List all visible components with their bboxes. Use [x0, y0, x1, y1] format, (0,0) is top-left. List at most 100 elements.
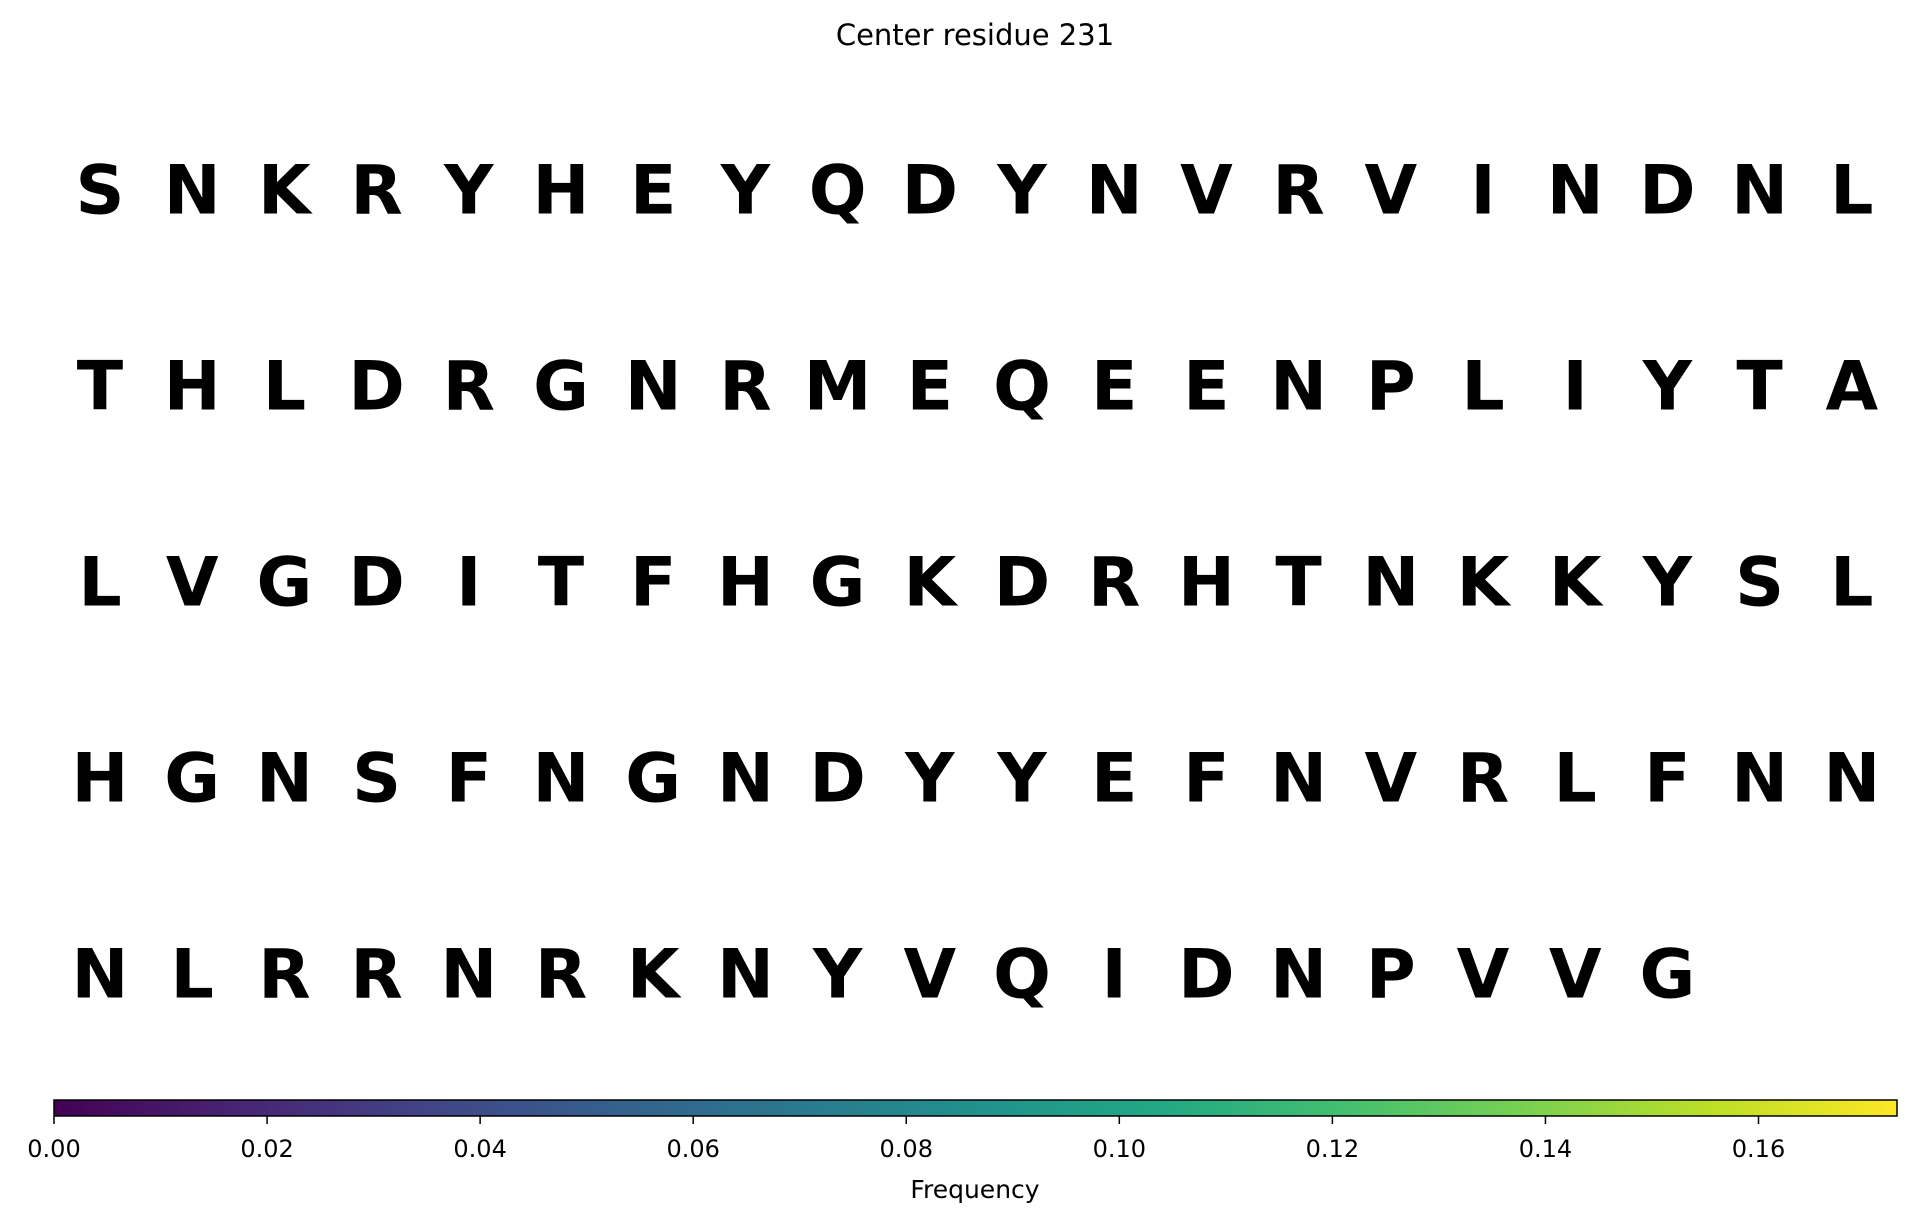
residue: I	[456, 544, 481, 623]
residue: N	[1086, 152, 1143, 231]
residue: V	[1364, 740, 1417, 819]
residue: V	[1180, 152, 1233, 231]
colorbar-label: Frequency	[910, 1175, 1039, 1204]
residue: L	[78, 544, 121, 623]
tick-label: 0.10	[1093, 1135, 1146, 1163]
residue: E	[1091, 348, 1137, 427]
residue: E	[1091, 740, 1137, 819]
residue: R	[443, 348, 495, 427]
residue: S	[352, 740, 401, 819]
residue: K	[1457, 544, 1512, 623]
residue: L	[1554, 740, 1597, 819]
residue: V	[1364, 152, 1417, 231]
residue: D	[902, 152, 958, 231]
residue: D	[348, 348, 404, 427]
chart-title: Center residue 231	[836, 18, 1114, 52]
residue: N	[1362, 544, 1419, 623]
residue: Q	[993, 348, 1051, 427]
residue: T	[1275, 544, 1322, 623]
residue: E	[1183, 348, 1229, 427]
residue: L	[1461, 348, 1504, 427]
residue: T	[77, 348, 124, 427]
residue: T	[538, 544, 585, 623]
residue: Y	[1642, 544, 1693, 623]
residue: N	[72, 936, 129, 1015]
residue: H	[533, 152, 590, 231]
tick-label: 0.02	[240, 1135, 293, 1163]
residue: N	[717, 936, 774, 1015]
residue: N	[1270, 348, 1327, 427]
residue: Y	[904, 740, 955, 819]
residue: D	[994, 544, 1050, 623]
residue: G	[810, 544, 866, 623]
residue: N	[1731, 740, 1788, 819]
residue: R	[1457, 740, 1509, 819]
residue: A	[1825, 348, 1878, 427]
residue: D	[1639, 152, 1695, 231]
residue: N	[440, 936, 497, 1015]
residue: S	[1735, 544, 1784, 623]
tick-label: 0.14	[1519, 1135, 1572, 1163]
residue: N	[1547, 152, 1604, 231]
residue: I	[1102, 936, 1127, 1015]
residue: L	[171, 936, 214, 1015]
residue: G	[164, 740, 220, 819]
residue: E	[907, 348, 953, 427]
tick-label: 0.12	[1306, 1135, 1359, 1163]
residue: Q	[809, 152, 867, 231]
residue: N	[164, 152, 221, 231]
residue: P	[1366, 348, 1416, 427]
colorbar	[53, 1099, 1898, 1117]
residue: N	[625, 348, 682, 427]
residue: F	[446, 740, 492, 819]
residue: G	[625, 740, 681, 819]
residue: P	[1366, 936, 1416, 1015]
residue: H	[1178, 544, 1235, 623]
residue: K	[258, 152, 313, 231]
residue: N	[1731, 152, 1788, 231]
tick-label: 0.08	[880, 1135, 933, 1163]
residue: V	[166, 544, 219, 623]
residue: V	[1549, 936, 1602, 1015]
residue: D	[809, 740, 865, 819]
tick-label: 0.04	[453, 1135, 506, 1163]
residue: Y	[812, 936, 863, 1015]
residue: R	[1088, 544, 1140, 623]
residue: N	[1270, 740, 1327, 819]
residue: R	[719, 348, 771, 427]
residue: F	[1183, 740, 1229, 819]
residue: H	[72, 740, 129, 819]
residue: Y	[996, 152, 1047, 231]
residue: N	[717, 740, 774, 819]
residue: E	[630, 152, 676, 231]
residue: Y	[443, 152, 494, 231]
residue: S	[76, 152, 125, 231]
tick-label: 0.06	[666, 1135, 719, 1163]
residue: R	[258, 936, 310, 1015]
residue: H	[164, 348, 221, 427]
residue: N	[256, 740, 313, 819]
residue: N	[1270, 936, 1327, 1015]
residue: F	[630, 544, 676, 623]
residue: G	[533, 348, 589, 427]
residue: K	[1549, 544, 1604, 623]
residue: I	[1563, 348, 1588, 427]
residue: Y	[996, 740, 1047, 819]
residue: Q	[993, 936, 1051, 1015]
residue: V	[1457, 936, 1510, 1015]
residue: R	[350, 936, 402, 1015]
residue: R	[1272, 152, 1324, 231]
residue: D	[1178, 936, 1234, 1015]
residue: G	[256, 544, 312, 623]
tick-label: 0.16	[1732, 1135, 1785, 1163]
residue: Y	[1642, 348, 1693, 427]
residue: T	[1736, 348, 1783, 427]
residue: V	[903, 936, 956, 1015]
residue: K	[627, 936, 682, 1015]
residue: L	[1830, 152, 1873, 231]
tick-label: 0.00	[27, 1135, 80, 1163]
residue: G	[1639, 936, 1695, 1015]
residue: Y	[720, 152, 771, 231]
residue: N	[1823, 740, 1880, 819]
